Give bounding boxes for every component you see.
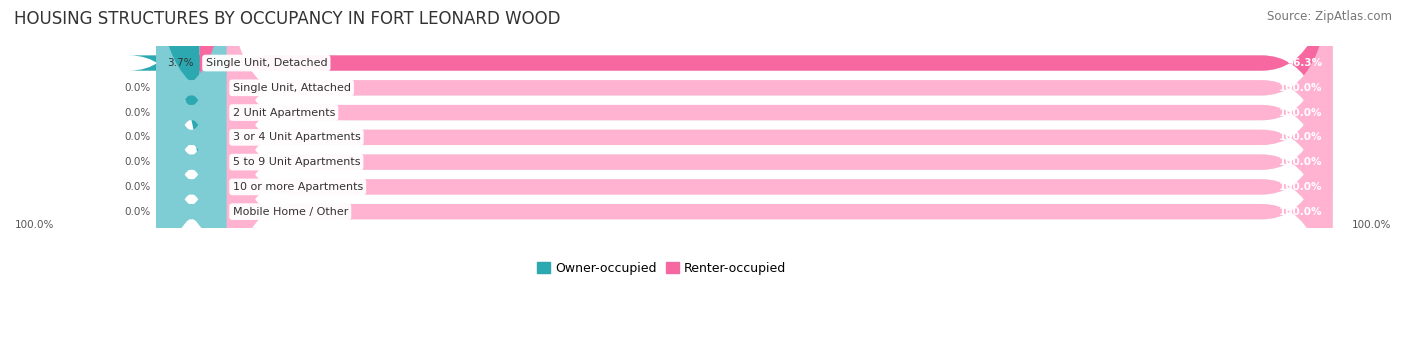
Text: 100.0%: 100.0% [1279, 107, 1323, 118]
Text: 0.0%: 0.0% [124, 207, 150, 217]
FancyBboxPatch shape [156, 0, 226, 278]
FancyBboxPatch shape [156, 71, 1333, 341]
FancyBboxPatch shape [156, 0, 1333, 229]
FancyBboxPatch shape [156, 0, 1333, 204]
Text: 0.0%: 0.0% [124, 182, 150, 192]
FancyBboxPatch shape [156, 0, 1333, 278]
Legend: Owner-occupied, Renter-occupied: Owner-occupied, Renter-occupied [533, 257, 792, 280]
FancyBboxPatch shape [226, 46, 1333, 328]
Text: Mobile Home / Other: Mobile Home / Other [232, 207, 347, 217]
Text: 96.3%: 96.3% [1286, 58, 1323, 68]
FancyBboxPatch shape [156, 21, 226, 303]
Text: 0.0%: 0.0% [124, 157, 150, 167]
Text: 100.0%: 100.0% [1279, 83, 1323, 93]
Text: Single Unit, Attached: Single Unit, Attached [232, 83, 350, 93]
FancyBboxPatch shape [226, 0, 1333, 278]
Text: Single Unit, Detached: Single Unit, Detached [205, 58, 328, 68]
Text: 100.0%: 100.0% [15, 220, 55, 230]
Text: 0.0%: 0.0% [124, 107, 150, 118]
Text: 3.7%: 3.7% [167, 58, 194, 68]
Text: 0.0%: 0.0% [124, 83, 150, 93]
Text: 100.0%: 100.0% [1351, 220, 1391, 230]
Text: 100.0%: 100.0% [1279, 132, 1323, 142]
FancyBboxPatch shape [156, 46, 226, 328]
FancyBboxPatch shape [226, 0, 1333, 229]
FancyBboxPatch shape [129, 0, 226, 204]
Text: 0.0%: 0.0% [124, 132, 150, 142]
Text: 100.0%: 100.0% [1279, 182, 1323, 192]
Text: 100.0%: 100.0% [1279, 157, 1323, 167]
FancyBboxPatch shape [156, 71, 226, 341]
Text: 3 or 4 Unit Apartments: 3 or 4 Unit Apartments [232, 132, 360, 142]
FancyBboxPatch shape [156, 0, 226, 253]
Text: 100.0%: 100.0% [1279, 207, 1323, 217]
FancyBboxPatch shape [226, 0, 1333, 253]
Text: Source: ZipAtlas.com: Source: ZipAtlas.com [1267, 10, 1392, 23]
Text: 10 or more Apartments: 10 or more Apartments [232, 182, 363, 192]
Text: 5 to 9 Unit Apartments: 5 to 9 Unit Apartments [232, 157, 360, 167]
FancyBboxPatch shape [156, 21, 1333, 303]
FancyBboxPatch shape [156, 0, 1333, 253]
FancyBboxPatch shape [226, 71, 1333, 341]
Text: HOUSING STRUCTURES BY OCCUPANCY IN FORT LEONARD WOOD: HOUSING STRUCTURES BY OCCUPANCY IN FORT … [14, 10, 561, 28]
FancyBboxPatch shape [156, 0, 226, 229]
FancyBboxPatch shape [200, 0, 1333, 204]
Text: 2 Unit Apartments: 2 Unit Apartments [232, 107, 335, 118]
FancyBboxPatch shape [226, 21, 1333, 303]
FancyBboxPatch shape [156, 46, 1333, 328]
